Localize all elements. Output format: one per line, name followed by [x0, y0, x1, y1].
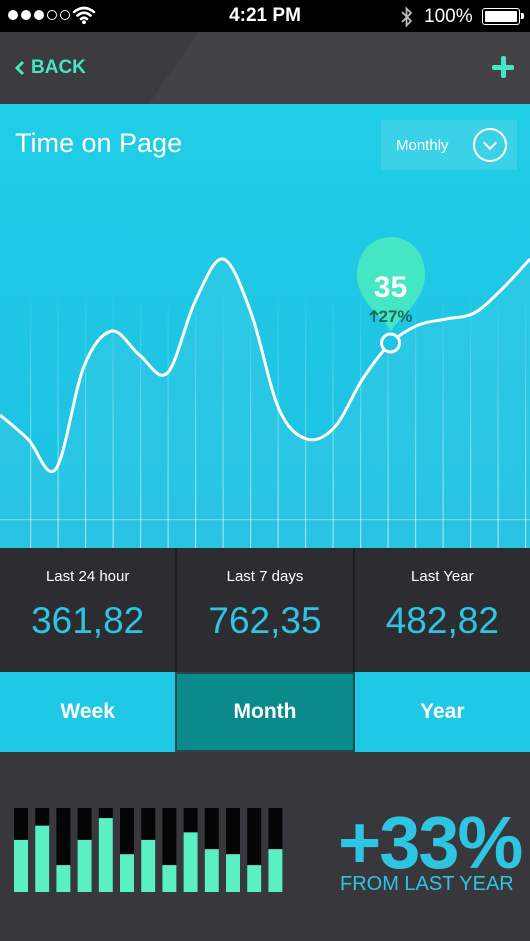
stat-value: 482,82	[385, 600, 499, 641]
period-dropdown[interactable]: Monthly	[381, 120, 517, 170]
bar	[226, 854, 240, 892]
highlight-pin[interactable]: 35 27%	[356, 235, 425, 333]
bar	[183, 832, 198, 892]
battery-percent: 100%	[424, 6, 473, 27]
map-pin-shape	[356, 237, 425, 331]
grid-line	[167, 284, 169, 548]
stat-label: Last Year	[411, 568, 474, 585]
bar	[120, 854, 134, 892]
bar	[98, 818, 113, 892]
chevron-left-icon	[14, 60, 25, 76]
grid-line	[442, 284, 444, 548]
period-tabs: Week Month Year	[0, 672, 530, 752]
grid-line	[85, 284, 87, 548]
stats-row: Last 24 hour 361,82 Last 7 days 762,35 L…	[0, 548, 530, 672]
grid-line	[277, 284, 279, 548]
back-button[interactable]: BACK	[14, 54, 86, 82]
grid-line	[525, 284, 527, 548]
period-label: Monthly	[396, 136, 449, 154]
bar	[204, 849, 219, 892]
grid-line	[140, 284, 142, 548]
add-button[interactable]	[490, 54, 516, 80]
stat-last-7-days: Last 7 days 762,35	[175, 548, 352, 672]
stat-label: Last 24 hour	[45, 568, 130, 585]
status-bar: 4:21 PM 100%	[0, 0, 530, 32]
highlight-change: 27%	[357, 307, 425, 327]
grid-line	[415, 284, 417, 548]
chevron-down-circle-icon	[473, 128, 507, 162]
series-area	[0, 258, 530, 548]
stat-value: 762,35	[208, 600, 322, 641]
grid-line	[305, 284, 307, 548]
series-line	[0, 257, 530, 474]
bar	[77, 839, 92, 892]
summary-panel: +33% FROM LAST YEAR	[0, 752, 530, 941]
wifi-icon	[72, 6, 96, 25]
highlight-value: 35	[373, 271, 408, 304]
highlight-change-value: 27%	[378, 307, 413, 326]
bar	[247, 865, 262, 892]
bluetooth-icon	[401, 6, 413, 28]
bar	[35, 825, 50, 892]
grid-line	[332, 284, 334, 548]
grid-line	[360, 284, 362, 548]
bar	[56, 865, 71, 892]
stat-label: Last 7 days	[226, 568, 304, 585]
battery-icon	[482, 8, 524, 25]
tab-month[interactable]: Month	[175, 672, 355, 752]
grid-line	[195, 284, 197, 548]
stat-last-24-hour: Last 24 hour 361,82	[0, 548, 175, 672]
back-label: BACK	[31, 57, 86, 78]
signal-dots-icon	[8, 10, 70, 20]
summary-caption: FROM LAST YEAR	[340, 873, 514, 895]
bar	[162, 865, 177, 892]
bar	[268, 849, 283, 892]
grid-line	[112, 284, 114, 548]
chart-title: Time on Page	[15, 128, 183, 158]
nav-bar: BACK	[0, 32, 530, 104]
grid-line	[387, 284, 389, 548]
status-time: 4:21 PM	[229, 5, 301, 26]
grid-line	[222, 284, 224, 548]
baseline	[0, 519, 530, 521]
grid-line	[57, 284, 59, 548]
tab-week[interactable]: Week	[60, 700, 115, 723]
summary-change: +33%	[338, 801, 523, 884]
highlight-point[interactable]	[380, 332, 402, 354]
grid-line	[250, 284, 252, 548]
time-on-page-chart: Time on Page Monthly 35 27%	[0, 104, 530, 548]
mini-bar-chart	[14, 808, 283, 892]
line-chart	[0, 257, 530, 548]
tab-year[interactable]: Year	[420, 700, 465, 723]
grid-line	[497, 284, 499, 548]
arrow-up-icon	[368, 309, 379, 322]
grid-line	[470, 284, 472, 548]
stat-last-year: Last Year 482,82	[352, 548, 530, 672]
stat-value: 361,82	[31, 600, 145, 641]
bar	[14, 839, 28, 892]
bar	[141, 839, 156, 892]
grid-line	[30, 284, 32, 548]
